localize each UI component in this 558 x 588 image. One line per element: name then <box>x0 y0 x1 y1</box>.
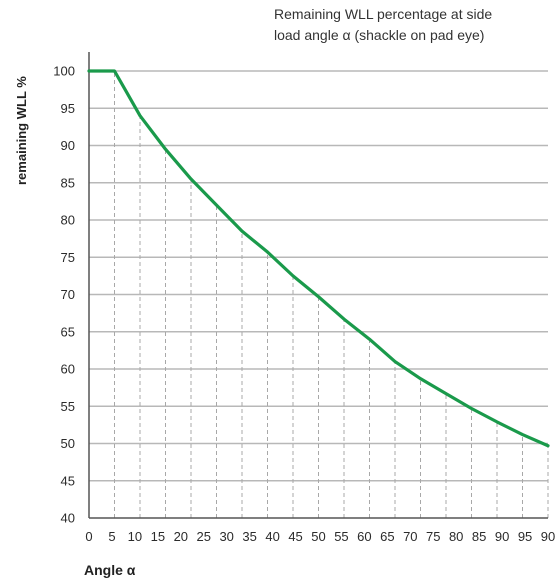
y-tick-label: 40 <box>61 511 75 526</box>
x-tick-label: 75 <box>426 529 440 544</box>
x-tick-label: 80 <box>449 529 463 544</box>
x-tick-label: 50 <box>311 529 325 544</box>
x-tick-label: 95 <box>518 529 532 544</box>
x-tick-label: 20 <box>174 529 188 544</box>
x-tick-label: 0 <box>85 529 92 544</box>
series-line <box>87 69 550 448</box>
x-tick-label: 60 <box>357 529 371 544</box>
y-tick-label: 75 <box>61 250 75 265</box>
x-tick-label: 30 <box>219 529 233 544</box>
y-tick-label: 85 <box>61 175 75 190</box>
x-tick-label: 15 <box>151 529 165 544</box>
y-tick-label: 55 <box>61 399 75 414</box>
x-tick-label: 70 <box>403 529 417 544</box>
x-tick-label: 25 <box>197 529 211 544</box>
x-tick-label: 45 <box>288 529 302 544</box>
y-tick-label: 50 <box>61 436 75 451</box>
y-tick-label: 65 <box>61 324 75 339</box>
x-tick-label: 65 <box>380 529 394 544</box>
y-tick-label: 70 <box>61 287 75 302</box>
x-tick-label: 5 <box>108 529 115 544</box>
y-tick-label: 45 <box>61 473 75 488</box>
x-tick-label: 85 <box>472 529 486 544</box>
y-tick-label: 60 <box>61 362 75 377</box>
chart-title-line-1: Remaining WLL percentage at side <box>274 6 493 22</box>
x-tick-label: 90 <box>541 529 555 544</box>
x-tick-label: 55 <box>334 529 348 544</box>
y-tick-label: 80 <box>61 213 75 228</box>
y-tick-label: 95 <box>61 101 75 116</box>
x-tick-label: 10 <box>128 529 142 544</box>
x-tick-label: 40 <box>265 529 279 544</box>
x-tick-label: 35 <box>242 529 256 544</box>
chart-title-line-2: load angle α (shackle on pad eye) <box>274 27 485 43</box>
x-axis-label: Angle α <box>84 562 136 578</box>
x-tick-label: 90 <box>495 529 509 544</box>
y-tick-label: 100 <box>53 64 75 79</box>
y-axis-label: remaining WLL % <box>14 76 29 185</box>
y-tick-label: 90 <box>61 138 75 153</box>
